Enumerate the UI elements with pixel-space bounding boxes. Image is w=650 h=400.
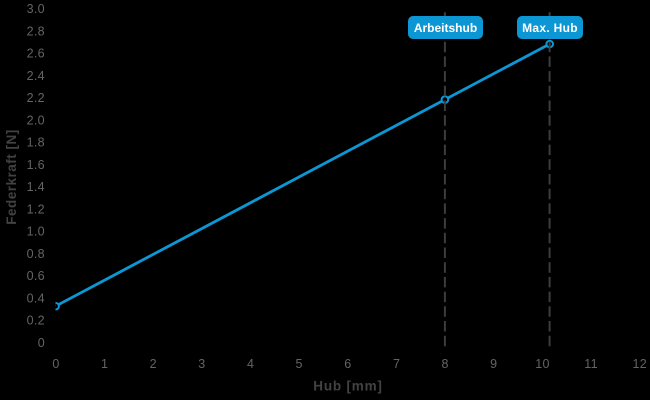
svg-text:2: 2 [150, 357, 157, 371]
svg-text:0.4: 0.4 [27, 291, 45, 305]
svg-text:3: 3 [198, 357, 205, 371]
svg-text:1.4: 1.4 [27, 180, 45, 194]
svg-text:6: 6 [344, 357, 351, 371]
svg-text:Federkraft [N]: Federkraft [N] [4, 129, 19, 225]
svg-text:2.6: 2.6 [27, 47, 45, 61]
svg-text:2.8: 2.8 [27, 24, 45, 38]
svg-text:12: 12 [632, 357, 647, 371]
svg-text:1.2: 1.2 [27, 202, 45, 216]
svg-text:1.8: 1.8 [27, 136, 45, 150]
svg-text:Max. Hub: Max. Hub [522, 21, 578, 35]
svg-text:0.8: 0.8 [27, 247, 45, 261]
svg-text:1.6: 1.6 [27, 158, 45, 172]
svg-text:0: 0 [38, 336, 45, 350]
svg-text:9: 9 [490, 357, 497, 371]
svg-text:0.2: 0.2 [27, 314, 45, 328]
svg-text:0.6: 0.6 [27, 269, 45, 283]
svg-text:0: 0 [52, 357, 59, 371]
svg-text:1.0: 1.0 [27, 225, 45, 239]
svg-text:7: 7 [393, 357, 400, 371]
svg-text:1: 1 [101, 357, 108, 371]
svg-text:4: 4 [247, 357, 254, 371]
svg-text:2.2: 2.2 [27, 91, 45, 105]
svg-text:11: 11 [584, 357, 598, 371]
svg-text:Hub [mm]: Hub [mm] [313, 379, 382, 394]
svg-text:10: 10 [535, 357, 550, 371]
svg-text:2.0: 2.0 [27, 113, 45, 127]
svg-text:3.0: 3.0 [27, 2, 45, 16]
svg-text:5: 5 [296, 357, 303, 371]
svg-text:8: 8 [442, 357, 449, 371]
svg-text:2.4: 2.4 [27, 69, 45, 83]
svg-text:Arbeitshub: Arbeitshub [414, 21, 477, 35]
